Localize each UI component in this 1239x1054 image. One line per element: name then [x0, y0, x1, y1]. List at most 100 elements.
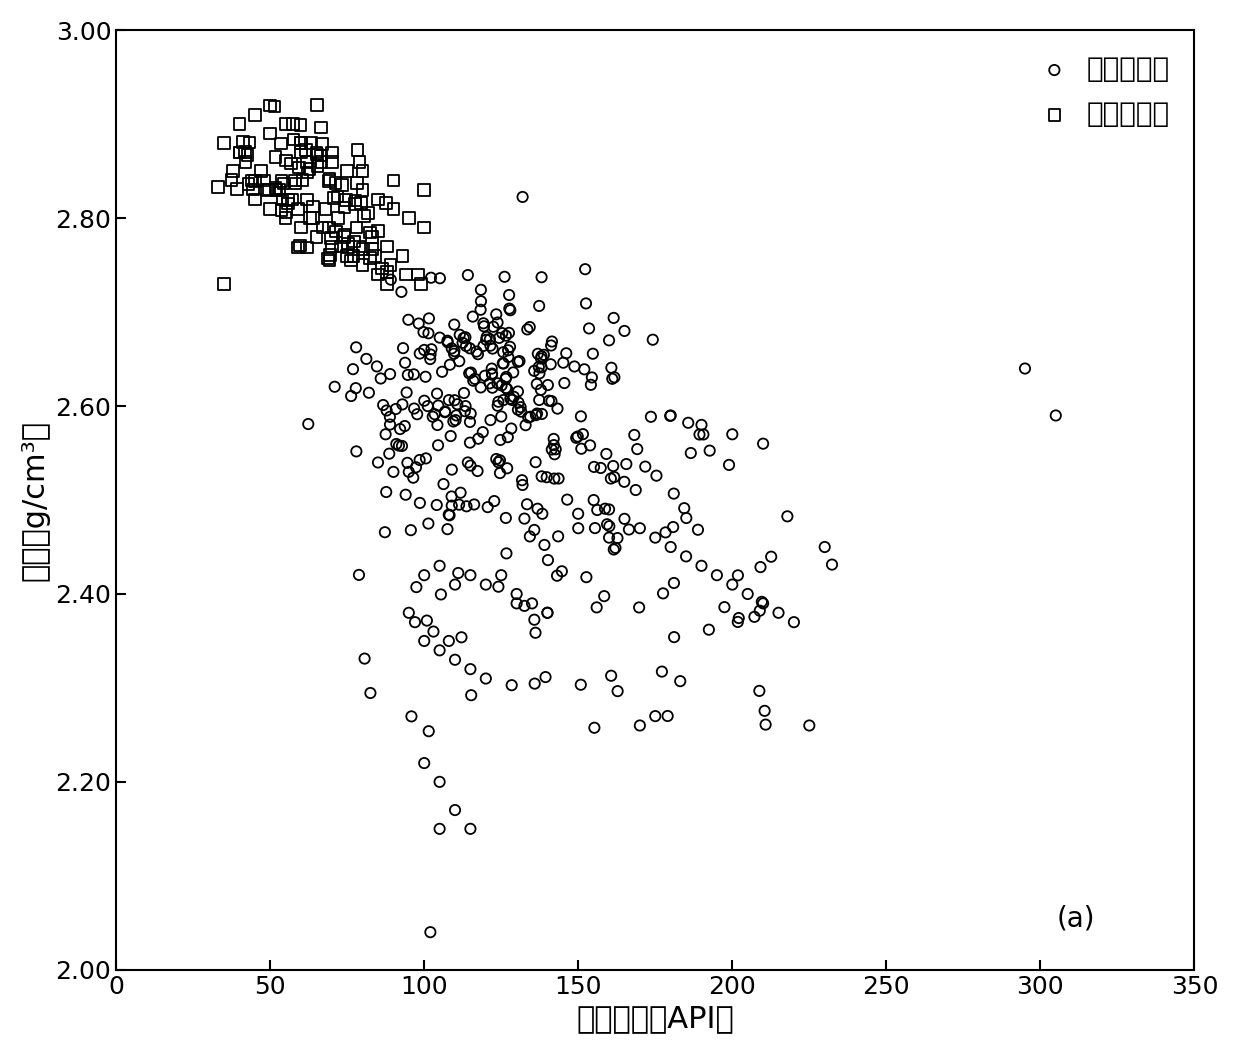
长英质岩石 — [463, 372, 483, 389]
长英质岩石 — [442, 497, 462, 514]
鐵镁质岩石 — [320, 171, 339, 188]
长英质岩石 — [390, 421, 410, 437]
长英质岩石 — [660, 407, 680, 424]
长英质岩石 — [600, 518, 620, 534]
长英质岩石 — [488, 397, 508, 414]
长英质岩石 — [529, 297, 549, 314]
长英质岩石 — [498, 429, 518, 446]
长英质岩石 — [513, 476, 533, 493]
鐵镁质岩石 — [270, 181, 290, 198]
长英质岩石 — [508, 402, 528, 418]
长英质岩石 — [467, 344, 487, 360]
长英质岩石 — [528, 346, 548, 363]
长英质岩石 — [419, 723, 439, 740]
长英质岩石 — [524, 611, 544, 628]
长英质岩石 — [493, 355, 513, 372]
长英质岩石 — [427, 416, 447, 433]
长英质岩石 — [545, 446, 565, 463]
长英质岩石 — [471, 293, 491, 310]
长英质岩石 — [421, 340, 441, 357]
长英质岩石 — [663, 519, 683, 535]
长英质岩石 — [476, 670, 496, 687]
长英质岩石 — [460, 434, 479, 451]
长英质岩石 — [373, 396, 393, 413]
长英质岩石 — [389, 437, 409, 454]
长英质岩石 — [399, 311, 419, 328]
长英质岩石 — [401, 708, 421, 725]
长英质岩石 — [399, 604, 419, 621]
长英质岩石 — [584, 491, 603, 508]
长英质岩石 — [515, 416, 535, 433]
长英质岩石 — [471, 301, 491, 318]
长英质岩石 — [777, 508, 797, 525]
长英质岩石 — [629, 717, 649, 734]
鐵镁质岩石 — [363, 241, 383, 258]
长英质岩石 — [368, 454, 388, 471]
鐵镁质岩石 — [411, 275, 431, 292]
长英质岩石 — [471, 281, 491, 298]
鐵镁质岩石 — [372, 260, 392, 277]
长英质岩石 — [461, 405, 481, 422]
鐵镁质岩石 — [227, 180, 247, 197]
长英质岩石 — [518, 409, 538, 426]
长英质岩石 — [458, 454, 478, 471]
长英质岩石 — [468, 346, 488, 363]
长英质岩石 — [532, 468, 551, 485]
长英质岩石 — [541, 441, 561, 457]
长英质岩石 — [396, 384, 416, 401]
长英质岩石 — [455, 403, 475, 419]
长英质岩石 — [497, 380, 517, 397]
长英质岩石 — [395, 354, 415, 371]
长英质岩石 — [600, 332, 620, 349]
长英质岩石 — [463, 308, 483, 325]
长英质岩石 — [602, 370, 622, 387]
鐵镁质岩石 — [318, 250, 338, 267]
长英质岩石 — [395, 417, 415, 434]
长英质岩石 — [652, 663, 672, 680]
鐵镁质岩石 — [297, 164, 317, 181]
长英质岩石 — [346, 379, 366, 396]
长英质岩石 — [745, 608, 764, 625]
长英质岩石 — [488, 454, 508, 471]
长英质岩石 — [688, 522, 707, 539]
长英质岩石 — [585, 520, 605, 536]
长英质岩石 — [419, 515, 439, 532]
长英质岩石 — [392, 284, 411, 300]
鐵镁质岩石 — [414, 181, 434, 198]
长英质岩石 — [595, 501, 615, 518]
长英质岩石 — [582, 346, 602, 363]
长英质岩石 — [527, 405, 546, 422]
长英质岩石 — [404, 401, 424, 417]
长英质岩石 — [539, 392, 559, 409]
长英质岩石 — [569, 505, 589, 522]
长英质岩石 — [421, 269, 441, 286]
长英质岩石 — [450, 496, 470, 513]
鐵镁质岩石 — [304, 198, 323, 215]
长英质岩石 — [566, 429, 586, 446]
长英质岩石 — [439, 392, 458, 409]
长英质岩石 — [569, 520, 589, 536]
长英质岩石 — [670, 672, 690, 689]
长英质岩石 — [346, 339, 366, 356]
长英质岩石 — [488, 393, 508, 410]
长英质岩石 — [430, 642, 450, 659]
长英质岩石 — [534, 347, 554, 364]
长英质岩石 — [504, 388, 524, 405]
长英质岩石 — [473, 315, 493, 332]
长英质岩石 — [607, 683, 627, 700]
长英质岩石 — [441, 488, 461, 505]
长英质岩石 — [492, 377, 512, 394]
长英质岩石 — [647, 467, 667, 484]
长英质岩石 — [571, 408, 591, 425]
长英质岩石 — [629, 520, 649, 536]
长英质岩石 — [468, 430, 488, 447]
鐵镁质岩石 — [273, 191, 292, 208]
长英质岩石 — [429, 436, 449, 453]
长英质岩石 — [534, 536, 554, 553]
鐵镁质岩石 — [289, 159, 309, 176]
长英质岩石 — [398, 454, 418, 471]
长英质岩石 — [587, 502, 607, 519]
鐵镁质岩石 — [290, 237, 310, 254]
鐵镁质岩石 — [335, 227, 354, 243]
鐵镁质岩石 — [222, 172, 242, 189]
